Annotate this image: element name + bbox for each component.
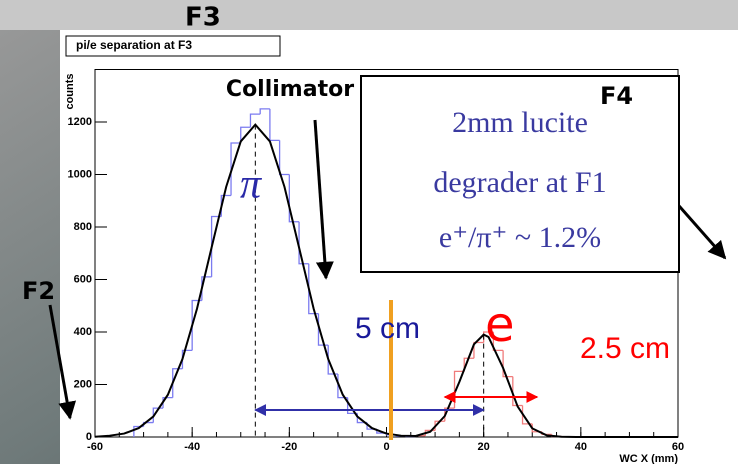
annotation: F4	[600, 82, 633, 110]
note-box	[360, 75, 680, 273]
histogram-bin	[230, 142, 241, 196]
x-tick-label: 40	[575, 441, 587, 453]
annotation: e	[485, 297, 515, 353]
x-tick-label: 0	[383, 441, 389, 453]
x-tick-label: -20	[281, 441, 297, 453]
histogram-bin	[240, 126, 251, 143]
x-tick-label: -60	[87, 441, 103, 453]
note-line: degrader at F1	[433, 166, 606, 199]
plot: -60 -40 -20 0 20 40 60020040060080010001200cou…	[22, 3, 727, 464]
top-band	[0, 0, 738, 30]
y-tick-label: 1200	[68, 116, 92, 128]
x-tick-label: 60	[672, 441, 684, 453]
annotation: 5 cm	[355, 312, 420, 345]
y-tick-label: 800	[74, 221, 92, 233]
pointer-arrow	[48, 304, 77, 420]
annotation: F2	[22, 277, 55, 305]
y-tick-label: 1000	[68, 168, 92, 180]
histogram-bin	[181, 349, 193, 369]
annotation: 2.5 cm	[580, 332, 670, 365]
histogram-bin	[201, 276, 212, 301]
y-tick-label: 600	[74, 273, 92, 285]
histogram-bin	[473, 341, 484, 359]
y-tick-label: 200	[74, 378, 92, 390]
y-tick-label: 400	[74, 326, 92, 338]
pointer-arrow	[313, 119, 334, 280]
histogram-bin	[288, 174, 300, 223]
note-line: 2mm lucite	[452, 106, 588, 139]
fit-curve	[94, 123, 678, 438]
annotation: Collimator	[226, 77, 354, 102]
histogram-bin	[298, 221, 309, 265]
note-line: e⁺/π⁺ ~ 1.2%	[439, 221, 601, 254]
annotation: π	[240, 162, 262, 208]
x-tick-label: -40	[184, 441, 200, 453]
histogram-bin	[512, 376, 523, 407]
annotation: F3	[185, 3, 221, 33]
histogram-bin	[502, 350, 513, 378]
x-axis-label: WC X (mm)	[619, 453, 678, 464]
histogram-bin	[259, 108, 270, 115]
title-box	[65, 35, 281, 57]
histogram-bin	[492, 332, 504, 352]
histogram-bin	[162, 396, 173, 409]
histogram-bin	[249, 113, 261, 128]
y-tick-label: 0	[86, 431, 92, 443]
x-tick-label: 20	[478, 441, 490, 453]
chart-title: pi/e separation at F3	[76, 38, 192, 52]
y-axis-label: counts	[64, 73, 76, 109]
